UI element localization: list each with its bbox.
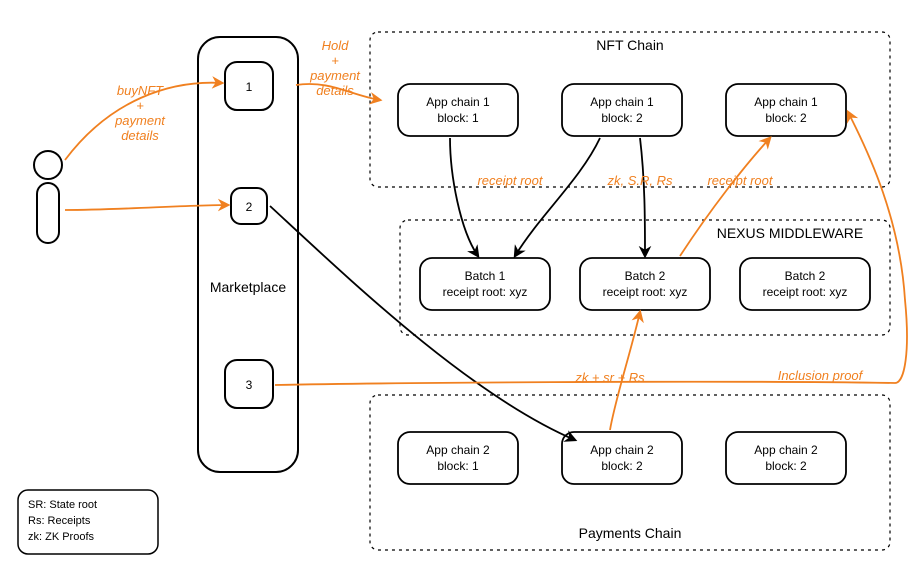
box-ac2b2b-line-1: block: 2: [765, 459, 807, 473]
box-batch2b-line-1: receipt root: xyz: [763, 285, 848, 299]
accent-zksrrs-line-0: zk + sr + Rs: [574, 370, 645, 385]
accent-buy-line-2: payment: [114, 113, 166, 128]
box-ac2b1: [398, 432, 518, 484]
arrow-ac1b2-batch1: [515, 138, 600, 256]
accent-buy: buyNFT+paymentdetails: [114, 83, 166, 143]
actor-user: [34, 151, 62, 243]
box-ac2b2b-line-0: App chain 2: [754, 443, 818, 457]
box-ac1b2b-line-1: block: 2: [765, 111, 807, 125]
arrow-ac1b2-batch2: [640, 138, 645, 256]
diagram-canvas: Marketplace 1 2 3 NFT Chain App chain 1 bloc…: [0, 0, 917, 586]
box-ac2b1-line-1: block: 1: [437, 459, 479, 473]
accent-receipt1-line-0: receipt root: [477, 173, 543, 188]
box-batch2-line-1: receipt root: xyz: [603, 285, 688, 299]
box-ac1b2b: [726, 84, 846, 136]
accent-inclusion-line-0: Inclusion proof: [778, 368, 864, 383]
box-ac2b2-line-1: block: 2: [601, 459, 643, 473]
box-ac1b1-line-1: block: 1: [437, 111, 479, 125]
legend-line-1: Rs: Receipts: [28, 515, 91, 527]
box-batch2b-line-0: Batch 2: [785, 269, 826, 283]
accent-buy-line-0: buyNFT: [117, 83, 164, 98]
marketplace-label: Marketplace: [210, 279, 286, 295]
box-batch1-line-0: Batch 1: [465, 269, 506, 283]
box-ac2b1-line-0: App chain 2: [426, 443, 490, 457]
accent-inclusion: Inclusion proof: [778, 368, 864, 383]
box-batch2b: [740, 258, 870, 310]
box-ac2b2-line-0: App chain 2: [590, 443, 654, 457]
legend-box: SR: State root Rs: Receipts zk: ZK Proofs: [18, 490, 158, 554]
box-ac1b2b-line-0: App chain 1: [754, 95, 818, 109]
box-ac1b1: [398, 84, 518, 136]
legend-line-2: zk: ZK Proofs: [28, 531, 95, 543]
marketplace-step-label-3: 3: [246, 378, 253, 392]
payments_chain-title: Payments Chain: [579, 525, 682, 541]
marketplace-step-label-1: 1: [246, 80, 253, 94]
nft_chain-group: NFT Chain App chain 1 block: 1 App chain 1 b…: [370, 32, 890, 187]
legend-line-0: SR: State root: [28, 499, 97, 511]
box-ac2b2: [562, 432, 682, 484]
accent-zksr: zk, S.R, Rs: [606, 173, 673, 188]
box-batch1: [420, 258, 550, 310]
accent-hold: Hold+paymentdetails: [309, 38, 361, 98]
marketplace-step-label-2: 2: [246, 200, 253, 214]
box-ac1b2-line-0: App chain 1: [590, 95, 654, 109]
payments_chain-group: Payments Chain App chain 2 block: 1 App cha…: [370, 395, 890, 550]
nexus-title: NEXUS MIDDLEWARE: [717, 225, 864, 241]
accent-zksrrs: zk + sr + Rs: [574, 370, 645, 385]
arrow-actor-mp2: [65, 205, 228, 210]
accent-hold-line-2: payment: [309, 68, 361, 83]
accent-hold-line-0: Hold: [322, 38, 350, 53]
accent-receipt2: receipt root: [707, 173, 773, 188]
accent-receipt2-line-0: receipt root: [707, 173, 773, 188]
accent-buy-line-3: details: [121, 128, 159, 143]
nft_chain-title: NFT Chain: [596, 37, 663, 53]
accent-zksr-line-0: zk, S.R, Rs: [606, 173, 673, 188]
accent-hold-line-3: details: [316, 83, 354, 98]
arrow-ac1b1-batch1: [450, 138, 478, 256]
accent-hold-line-1: +: [331, 53, 339, 68]
box-ac1b1-line-0: App chain 1: [426, 95, 490, 109]
box-batch2-line-0: Batch 2: [625, 269, 666, 283]
box-batch2: [580, 258, 710, 310]
accent-buy-line-1: +: [136, 98, 144, 113]
box-batch1-line-1: receipt root: xyz: [443, 285, 528, 299]
arrow-mp2-ac2b2: [270, 206, 575, 440]
accent-receipt1: receipt root: [477, 173, 543, 188]
box-ac1b2-line-1: block: 2: [601, 111, 643, 125]
box-ac2b2b: [726, 432, 846, 484]
marketplace-container: Marketplace 1 2 3: [198, 37, 298, 472]
box-ac1b2: [562, 84, 682, 136]
